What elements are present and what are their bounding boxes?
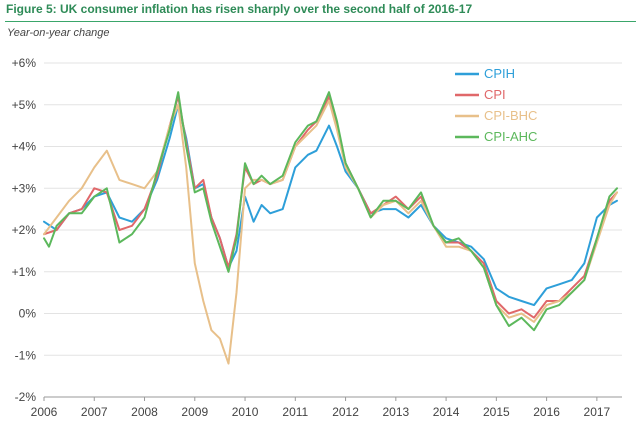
y-tick-label: +3%	[12, 181, 37, 195]
x-tick-label: 2017	[584, 405, 611, 419]
x-tick-label: 2011	[282, 405, 308, 419]
x-tick-label: 2013	[382, 405, 409, 419]
series-line-cpi-bhc	[43, 99, 618, 365]
x-tick-label: 2015	[483, 405, 510, 419]
x-tick-label: 2012	[332, 405, 359, 419]
legend-label-cpi: CPI	[484, 87, 506, 102]
y-tick-label: +2%	[12, 223, 37, 237]
y-tick-label: +5%	[12, 98, 37, 112]
y-tick-label: -2%	[15, 390, 37, 404]
y-tick-label: +6%	[12, 56, 37, 70]
x-tick-label: 2006	[31, 405, 58, 419]
y-tick-label: +1%	[12, 265, 37, 279]
legend-label-cpi-ahc: CPI-AHC	[484, 129, 537, 144]
series-line-cpi-ahc	[43, 91, 618, 332]
x-tick-label: 2010	[232, 405, 259, 419]
x-tick-label: 2016	[533, 405, 560, 419]
x-tick-label: 2014	[433, 405, 460, 419]
chart-subtitle: Year-on-year change	[7, 27, 110, 39]
x-tick-label: 2007	[81, 405, 108, 419]
y-tick-label: +4%	[12, 140, 37, 154]
legend-label-cpi-bhc: CPI-BHC	[484, 108, 537, 123]
title-divider	[5, 21, 636, 22]
y-tick-label: -1%	[15, 348, 37, 362]
x-tick-label: 2009	[181, 405, 208, 419]
y-tick-label: 0%	[19, 307, 37, 321]
x-tick-label: 2008	[131, 405, 158, 419]
legend-label-cpih: CPIH	[484, 66, 515, 81]
chart-title: Figure 5: UK consumer inflation has rise…	[6, 2, 473, 16]
